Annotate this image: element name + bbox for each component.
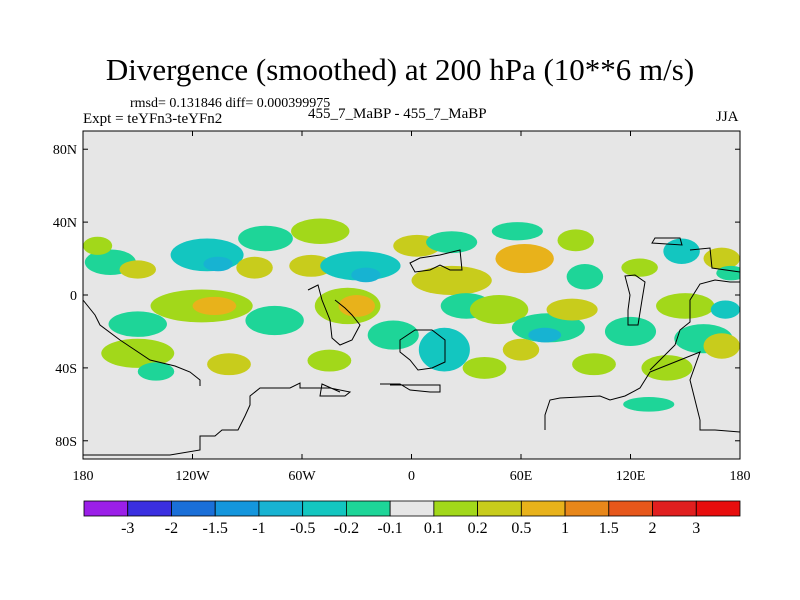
field-cell-36: [656, 293, 715, 319]
y-tick-label-2: 0: [70, 289, 77, 304]
field-cell-2: [119, 260, 156, 279]
colorbar-swatch-14: [695, 500, 741, 517]
field-cell-25: [245, 305, 304, 336]
field-cell-35: [604, 316, 657, 347]
field-cell-14: [495, 243, 554, 274]
field-cell-40: [137, 362, 175, 381]
field-cell-45: [572, 353, 616, 376]
colorbar-swatch-11: [564, 500, 610, 517]
field-cell-20: [703, 247, 740, 270]
colorbar-swatch-3: [214, 500, 260, 517]
colorbar-swatch-12: [608, 500, 653, 517]
field-cell-18: [621, 258, 658, 277]
case-label: 455_7_MaBP - 455_7_MaBP: [308, 106, 487, 122]
colorbar-label-1: -2: [165, 520, 178, 537]
rmsd-diff-stats: rmsd= 0.131846 diff= 0.000399975: [130, 96, 331, 111]
experiment-label: Expt = teYFn3-teYFn2: [83, 111, 223, 127]
field-cell-46: [641, 355, 693, 381]
field-cell-21: [716, 265, 740, 281]
field-cell-6: [236, 256, 273, 279]
colorbar-label-13: 3: [692, 520, 700, 537]
field-cell-47: [703, 333, 740, 359]
x-tick-label-1: 120W: [175, 469, 210, 484]
x-tick-label-3: 0: [408, 469, 415, 484]
field-cell-15: [491, 222, 543, 241]
colorbar-label-10: 1: [561, 520, 569, 537]
chart-title: Divergence (smoothed) at 200 hPa (10**6 …: [105, 52, 695, 87]
coastline-outline: [83, 237, 740, 459]
x-tick-label-4: 60E: [510, 469, 533, 484]
x-tick-label-6: 180: [730, 469, 751, 484]
field-cell-16: [557, 229, 594, 252]
colorbar-swatch-9: [477, 500, 522, 517]
north-africa-coast: [409, 249, 463, 273]
field-cell-27: [338, 295, 375, 317]
field-cell-8: [291, 218, 350, 244]
colorbar-swatch-10: [520, 500, 566, 517]
field-cell-4: [203, 256, 233, 272]
colorbar: -3 -2 -1.5 -1 -0.5 -0.2 -0.1 0.1 0.2 0.5 1 1.5 2 3: [83, 500, 741, 537]
colorbar-label-5: -0.2: [334, 520, 359, 537]
colorbar-label-11: 1.5: [599, 520, 619, 537]
colorbar-swatch-7: [389, 500, 435, 517]
map-axes: 180 120W 60W 0 60E 120E 180 80N 40N 0 40S 80S: [53, 131, 751, 484]
y-tick-label-3: 40S: [55, 362, 77, 377]
colorbar-label-9: 0.5: [511, 520, 531, 537]
y-tick-label-0: 80N: [53, 143, 77, 158]
colorbar-label-3: -1: [252, 520, 265, 537]
x-tick-label-5: 120E: [616, 469, 646, 484]
y-tick-label-1: 40N: [53, 216, 77, 231]
south-america-coast: [83, 299, 201, 386]
field-cell-33: [528, 327, 562, 343]
field-cell-42: [307, 349, 352, 372]
colorbar-swatch-13: [652, 500, 697, 517]
field-cell-7: [289, 254, 334, 277]
field-cell-43: [462, 356, 507, 379]
field-cell-17: [566, 264, 604, 290]
field-cell-13: [411, 265, 492, 295]
colorbar-label-7: 0.1: [424, 520, 444, 537]
colorbar-swatch-0: [83, 500, 129, 517]
colorbar-swatch-1: [127, 500, 172, 517]
colorbar-label-6: -0.1: [377, 520, 402, 537]
colorbar-label-0: -3: [121, 520, 134, 537]
field-cell-31: [469, 295, 529, 325]
field-cell-29: [418, 327, 470, 372]
colorbar-label-12: 2: [649, 520, 657, 537]
field-cell-48: [623, 397, 675, 412]
colorbar-label-4: -0.5: [290, 520, 315, 537]
field-cell-19: [663, 238, 700, 265]
season-label: JJA: [716, 109, 739, 125]
africa-coast: [307, 284, 446, 371]
colorbar-label-8: 0.2: [468, 520, 488, 537]
colorbar-label-2: -1.5: [203, 520, 228, 537]
colorbar-swatch-8: [433, 500, 479, 517]
field-cell-9: [320, 251, 401, 281]
field-cell-39: [101, 338, 175, 368]
y-tick-label-4: 80S: [55, 435, 77, 450]
field-cell-44: [502, 338, 540, 361]
asia-coast: [624, 237, 740, 371]
divergence-field: [83, 218, 740, 412]
colorbar-swatch-4: [258, 500, 304, 517]
field-cell-5: [238, 225, 293, 252]
field-cell-24: [192, 296, 237, 316]
field-cell-34: [546, 298, 598, 321]
field-cell-1: [83, 236, 113, 255]
antarctica-coast: [83, 351, 740, 459]
colorbar-swatch-6: [345, 500, 391, 517]
x-tick-label-2: 60W: [288, 469, 316, 484]
field-cell-28: [367, 320, 419, 350]
field-cell-38: [710, 300, 740, 319]
field-cell-12: [426, 231, 478, 254]
colorbar-swatch-5: [302, 500, 347, 517]
x-tick-label-0: 180: [73, 469, 94, 484]
field-cell-10: [351, 267, 381, 283]
field-cell-22: [108, 311, 167, 337]
field-cell-41: [207, 353, 251, 376]
colorbar-swatch-2: [171, 500, 216, 517]
